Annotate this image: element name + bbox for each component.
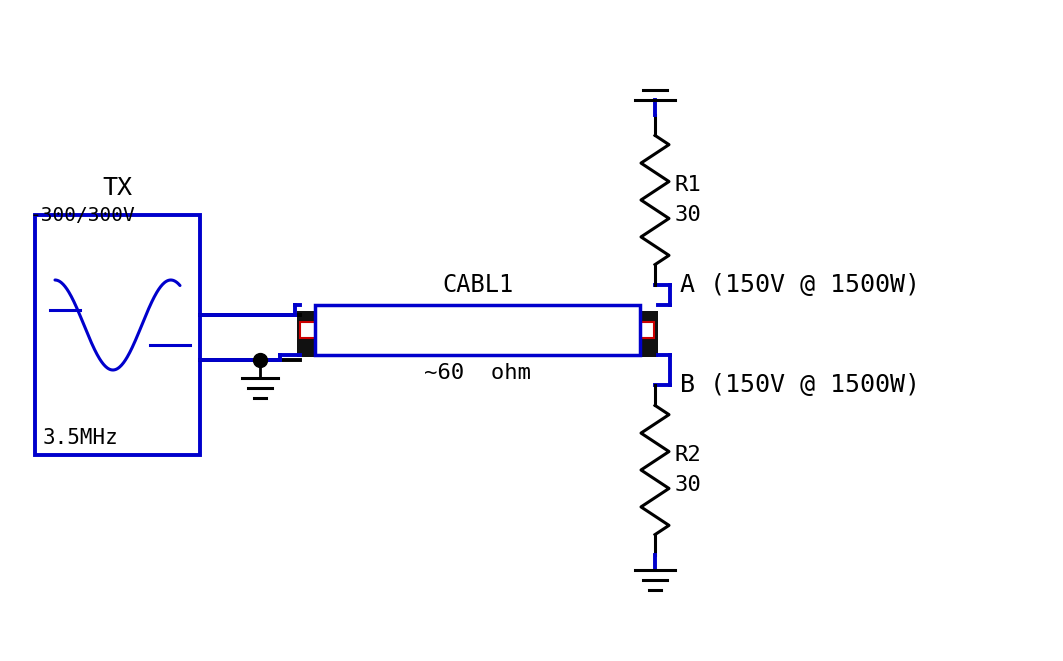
Text: TX: TX [102, 176, 133, 200]
Text: -300/300V: -300/300V [30, 206, 136, 225]
Text: R1: R1 [675, 175, 702, 195]
Text: CABL1: CABL1 [442, 273, 513, 297]
Bar [297, 311, 315, 357]
Bar [640, 311, 658, 357]
Bar [300, 322, 316, 338]
Text: 30: 30 [675, 205, 702, 225]
Text: A (150V @ 1500W): A (150V @ 1500W) [680, 273, 919, 297]
Text: 3.5MHz: 3.5MHz [43, 428, 119, 448]
Bar [638, 322, 654, 338]
Text: R2: R2 [675, 445, 702, 465]
Bar [35, 215, 200, 455]
Bar [315, 305, 640, 355]
Text: ~60  ohm: ~60 ohm [424, 363, 532, 383]
Text: 30: 30 [675, 475, 702, 495]
Text: B (150V @ 1500W): B (150V @ 1500W) [680, 373, 919, 397]
